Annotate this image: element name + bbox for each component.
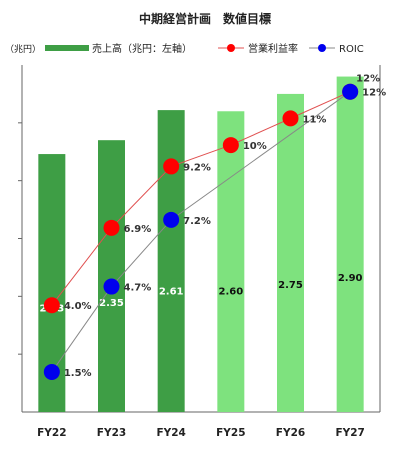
point-label-op-margin: 12%	[356, 74, 380, 85]
series-line-roic	[51, 91, 351, 373]
legend-label-roic: ROIC	[339, 44, 364, 55]
legend-item-op-margin: 営業利益率	[218, 42, 298, 55]
bar-fy24	[157, 110, 185, 413]
legend-label-op-margin: 営業利益率	[248, 42, 298, 55]
point-label-roic: 12%	[362, 88, 386, 99]
point-roic	[163, 211, 180, 228]
legend-item-roic: ROIC	[309, 44, 364, 55]
bar-fy27	[336, 76, 364, 413]
point-label-op-margin: 9.2%	[183, 162, 211, 173]
x-tick-label: FY26	[276, 427, 305, 439]
x-tick-label: FY22	[37, 427, 66, 439]
legend-marker-roic	[318, 44, 326, 52]
point-op-margin	[282, 110, 299, 127]
bar-value-label: 2.60	[218, 287, 243, 298]
point-label-op-margin: 6.9%	[124, 224, 152, 235]
bars: 2.232.352.612.602.752.90	[38, 76, 364, 413]
point-op-margin	[43, 297, 60, 314]
x-tick-label: FY25	[216, 427, 245, 439]
bar-fy25	[217, 111, 245, 413]
point-label-op-margin: 4.0%	[64, 301, 92, 312]
legend: 売上高（兆円：左軸） 営業利益率 ROIC	[45, 42, 364, 55]
legend-marker-op-margin	[227, 44, 235, 52]
point-roic	[43, 363, 60, 380]
legend-label-sales: 売上高（兆円：左軸）	[92, 42, 192, 55]
bar-value-label: 2.61	[159, 286, 184, 297]
legend-swatch-sales	[45, 45, 89, 51]
point-label-op-margin: 11%	[303, 114, 327, 125]
point-label-roic: 4.7%	[124, 283, 152, 294]
point-op-margin	[163, 158, 180, 175]
point-op-margin	[103, 219, 120, 236]
point-roic	[103, 278, 120, 295]
series-line-op-margin	[51, 91, 351, 306]
x-tick-label: FY27	[335, 427, 364, 439]
left-axis-ticks	[18, 122, 22, 355]
bar-value-label: 2.75	[278, 280, 303, 291]
chart-title: 中期経営計画 数値目標	[139, 11, 271, 26]
x-axis-labels: FY22 FY23 FY24 FY25 FY26 FY27	[37, 427, 365, 439]
left-axis	[18, 65, 23, 412]
point-roic	[342, 83, 359, 100]
x-tick-label: FY23	[97, 427, 126, 439]
x-tick-label: FY24	[156, 427, 185, 439]
legend-item-sales: 売上高（兆円：左軸）	[45, 42, 192, 55]
point-label-roic: 7.2%	[183, 216, 211, 227]
bar-fy26	[277, 93, 304, 413]
bar-value-label: 2.90	[338, 273, 363, 284]
point-label-op-margin: 10%	[243, 141, 267, 152]
point-label-roic: 1.5%	[64, 368, 92, 379]
unit-label: （兆円）	[5, 44, 41, 55]
point-op-margin	[222, 137, 239, 154]
line-series: 4.0% 6.9% 9.2% 10% 11% 12% 1.5% 4.7% 7.2% 12%	[43, 74, 386, 380]
bar-value-label: 2.35	[99, 298, 124, 309]
